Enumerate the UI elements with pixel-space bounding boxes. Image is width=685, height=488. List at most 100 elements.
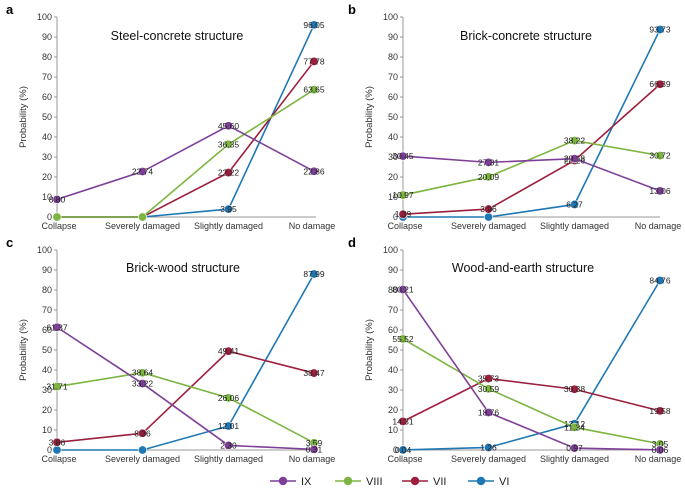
x-tick-label: Collapse [41, 454, 76, 464]
y-tick-label: 20 [388, 172, 398, 182]
data-point-VIII [52, 212, 62, 222]
data-point-VIII [138, 212, 148, 222]
data-point-VI [655, 25, 665, 35]
data-point-VII [309, 56, 319, 66]
y-tick-label: 0 [393, 445, 398, 455]
data-label-VIII: 3.59 [306, 438, 323, 448]
data-label-IX: 0.97 [566, 443, 583, 453]
data-label-VIII: 30.72 [649, 151, 671, 161]
data-label-IX: 33.22 [132, 379, 154, 389]
data-point-VIII [52, 382, 62, 392]
data-label-VIII: 10.97 [392, 190, 414, 200]
data-label-VI: 84.76 [649, 275, 671, 285]
data-point-IX [224, 440, 234, 450]
x-tick-label: No damage [635, 221, 682, 231]
y-tick-label: 60 [42, 325, 52, 335]
y-tick-label: 80 [388, 52, 398, 62]
legend-marker [410, 476, 420, 486]
series-line-VII [402, 377, 661, 423]
data-point-VII [398, 416, 408, 426]
series-line-VIII [402, 338, 661, 445]
series-line-VIII [57, 89, 315, 218]
y-tick-label: 40 [42, 365, 52, 375]
data-label-VIII: 30.59 [478, 384, 500, 394]
series-line-IX [402, 155, 661, 192]
panel-label: b [348, 2, 356, 17]
data-point-VIII [569, 422, 579, 432]
data-point-VII [483, 374, 493, 384]
data-point-IX [52, 322, 62, 332]
data-label-VI: 1.26 [480, 442, 497, 452]
data-label-VII: 38.47 [303, 368, 325, 378]
y-tick-label: 20 [42, 172, 52, 182]
data-label-IX: 61.37 [46, 322, 68, 332]
y-tick-label: 90 [42, 32, 52, 42]
y-tick-label: 40 [42, 132, 52, 142]
panel-title: Steel-concrete structure [111, 29, 244, 43]
data-label-VII: 77.78 [303, 56, 325, 66]
data-label-IX: 2.30 [220, 440, 237, 450]
data-point-VIII [224, 393, 234, 403]
x-tick-label: Collapse [41, 221, 76, 231]
data-point-IX [138, 379, 148, 389]
data-point-VII [483, 204, 493, 214]
y-tick-label: 100 [37, 245, 52, 255]
data-point-VI [138, 445, 148, 455]
data-point-VIII [309, 85, 319, 95]
legend-marker [343, 476, 353, 486]
panel-a: 0 10 20 30 40 50 60 70 80 90 100 Collapse Severely d… [6, 2, 335, 231]
data-label-VIII: 38.64 [132, 368, 154, 378]
y-tick-label: 20 [42, 405, 52, 415]
data-label-IX: 0.06 [652, 445, 669, 455]
y-tick-label: 90 [42, 265, 52, 275]
data-label-VIII: 3.05 [652, 439, 669, 449]
data-point-VIII [655, 151, 665, 161]
y-tick-label: 30 [388, 385, 398, 395]
y-axis-title: Probability (%) [18, 319, 29, 381]
y-tick-label: 30 [388, 152, 398, 162]
data-label-IX: 13.06 [649, 186, 671, 196]
data-label-VI: 12.01 [218, 421, 240, 431]
series-line-IX [402, 289, 661, 451]
legend-label: VIII [366, 476, 383, 488]
x-tick-label: No damage [289, 454, 336, 464]
data-label-IX: 45.60 [218, 121, 240, 131]
data-point-VIII [483, 172, 493, 182]
data-point-VIII [224, 139, 234, 149]
data-point-VI [309, 20, 319, 30]
panel-title: Wood-and-earth structure [452, 261, 594, 275]
data-label-VI: 0.04 [395, 445, 412, 455]
y-tick-label: 10 [42, 192, 52, 202]
data-label-VI: 6.27 [566, 199, 583, 209]
y-tick-label: 100 [383, 12, 398, 22]
data-point-IX [569, 154, 579, 164]
data-label-VII: 30.38 [564, 384, 586, 394]
data-label-IX: 30.45 [392, 151, 414, 161]
y-tick-label: 60 [42, 92, 52, 102]
panel-label: a [6, 2, 14, 17]
legend-item-VII: VII [402, 476, 446, 488]
x-tick-label: Severely damaged [105, 221, 180, 231]
data-point-VII [224, 346, 234, 356]
data-point-IX [52, 194, 62, 204]
x-tick-label: Slightly damaged [194, 221, 263, 231]
x-tick-label: No damage [635, 454, 682, 464]
data-label-VII: 14.31 [392, 416, 414, 426]
data-point-VI [655, 275, 665, 285]
x-tick-label: Collapse [387, 221, 422, 231]
data-point-VII [309, 368, 319, 378]
data-point-VI [224, 421, 234, 431]
data-point-VIII [138, 368, 148, 378]
data-point-VII [224, 168, 234, 178]
y-tick-label: 10 [42, 425, 52, 435]
legend-item-VIII: VIII [335, 476, 383, 488]
data-point-IX [655, 186, 665, 196]
y-tick-label: 80 [42, 52, 52, 62]
series-line-IX [56, 326, 315, 451]
data-label-VI: 96.05 [303, 20, 325, 30]
data-label-VII: 8.36 [134, 428, 151, 438]
y-tick-label: 60 [388, 92, 398, 102]
panel-label: d [348, 235, 356, 250]
data-label-IX: 18.76 [478, 407, 500, 417]
data-point-VI [224, 204, 234, 214]
